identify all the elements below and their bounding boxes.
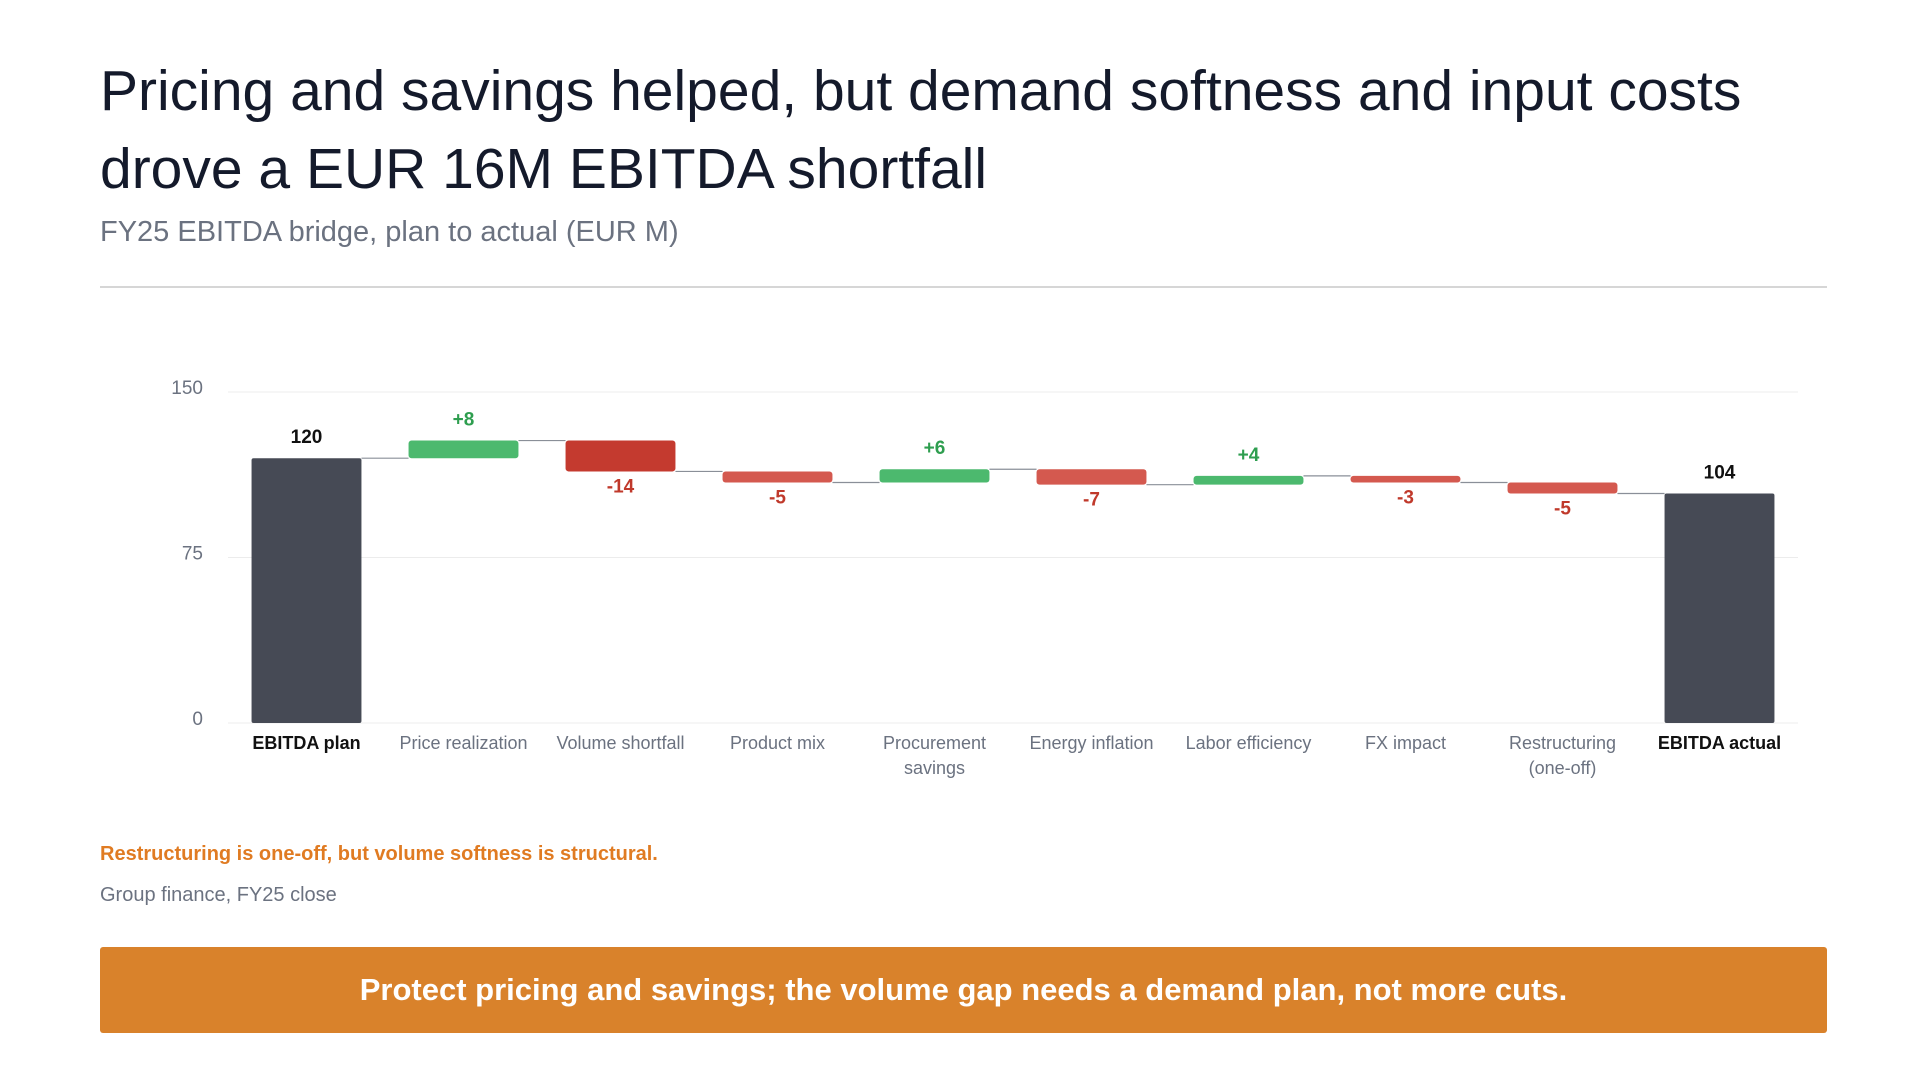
value-label: -5 bbox=[1554, 499, 1571, 520]
subtitle: FY25 EBITDA bridge, plan to actual (EUR … bbox=[100, 216, 679, 248]
value-label: -3 bbox=[1397, 487, 1414, 508]
callout: Protect pricing and savings; the volume … bbox=[100, 947, 1827, 1033]
y-tick-label: 150 bbox=[171, 378, 203, 399]
bar bbox=[1350, 475, 1461, 483]
x-tick-label: EBITDA plan bbox=[252, 733, 361, 753]
title: Pricing and savings helped, but demand s… bbox=[100, 59, 1742, 201]
source: Group finance, FY25 close bbox=[100, 884, 337, 906]
bar bbox=[1193, 475, 1304, 485]
value-label: +8 bbox=[453, 410, 475, 431]
bar bbox=[251, 458, 362, 723]
y-tick-label: 0 bbox=[192, 709, 203, 730]
x-tick-label: Labor efficiency bbox=[1185, 733, 1312, 753]
bar bbox=[879, 469, 990, 483]
bar bbox=[722, 471, 833, 483]
value-label: -5 bbox=[769, 487, 786, 508]
bar bbox=[565, 440, 676, 472]
value-label: +6 bbox=[924, 438, 946, 459]
bar bbox=[1664, 493, 1775, 723]
divider bbox=[100, 286, 1827, 288]
bar bbox=[1036, 469, 1147, 485]
value-label: +4 bbox=[1238, 445, 1260, 466]
x-tick-label: FX impact bbox=[1364, 733, 1447, 753]
x-tick-label: Restructuring (one-off) bbox=[1508, 733, 1617, 778]
value-label: 120 bbox=[291, 427, 323, 448]
value-label: -14 bbox=[607, 476, 635, 497]
value-label: 104 bbox=[1704, 463, 1736, 484]
annotation: Restructuring is one-off, but volume sof… bbox=[100, 843, 658, 865]
x-tick-label: Volume shortfall bbox=[556, 733, 685, 753]
bar bbox=[408, 440, 519, 459]
x-tick-label: Procurement savings bbox=[882, 733, 987, 778]
x-tick-label: Product mix bbox=[729, 733, 826, 753]
y-tick-label: 75 bbox=[182, 544, 203, 565]
x-tick-label: EBITDA actual bbox=[1657, 733, 1782, 753]
x-tick-label: Price realization bbox=[399, 733, 528, 753]
value-label: -7 bbox=[1083, 490, 1100, 511]
bar bbox=[1507, 482, 1618, 494]
x-tick-label: Energy inflation bbox=[1029, 733, 1154, 753]
